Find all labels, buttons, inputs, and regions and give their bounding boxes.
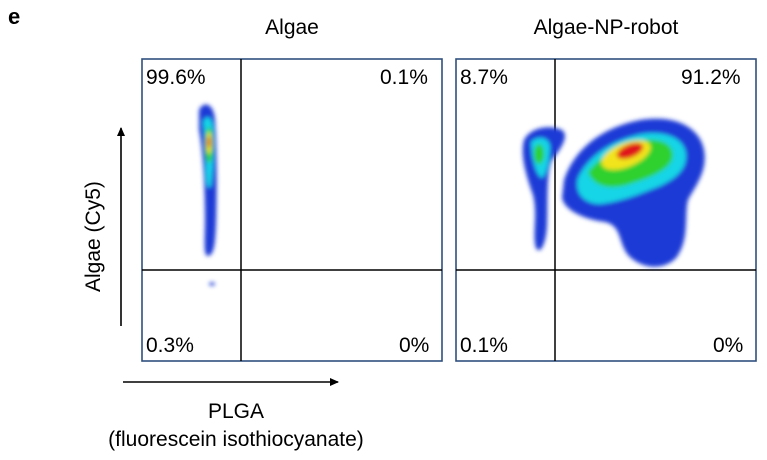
x-axis-label-line1: PLGA	[207, 400, 265, 423]
x-axis-label: PLGA (fluorescein isothiocyanate)	[66, 398, 406, 454]
quadrant-bottom-right-algae: 0%	[399, 334, 430, 357]
density-cluster-algae	[199, 104, 217, 286]
y-axis-label: Algae (Cy5)	[82, 181, 105, 292]
quadrant-bottom-right-algae-np-robot: 0%	[713, 334, 744, 357]
quadrant-bottom-left-algae-np-robot: 0.1%	[460, 334, 508, 357]
plot-frame-algae-np-robot	[455, 58, 757, 362]
quadrant-top-left-algae: 99.6%	[146, 66, 206, 89]
x-axis-label-line2: (fluorescein isothiocyanate)	[108, 428, 364, 451]
quadrant-top-left-algae-np-robot: 8.7%	[460, 66, 508, 89]
plot-frame-algae	[141, 58, 443, 362]
plot-title-algae: Algae	[265, 16, 319, 39]
panel-letter: e	[8, 4, 21, 29]
quadrant-bottom-left-algae: 0.3%	[146, 334, 194, 357]
quadrant-top-right-algae: 0.1%	[380, 66, 428, 89]
quadrant-top-right-algae-np-robot: 91.2%	[681, 66, 741, 89]
density-cluster-left-algae-np-robot	[522, 127, 565, 251]
density-cluster-main-algae-np-robot	[562, 118, 705, 267]
plot-title-algae-np-robot: Algae-NP-robot	[533, 16, 679, 39]
